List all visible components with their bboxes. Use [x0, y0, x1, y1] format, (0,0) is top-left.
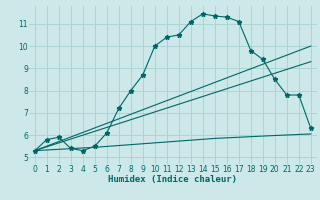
X-axis label: Humidex (Indice chaleur): Humidex (Indice chaleur) [108, 175, 237, 184]
